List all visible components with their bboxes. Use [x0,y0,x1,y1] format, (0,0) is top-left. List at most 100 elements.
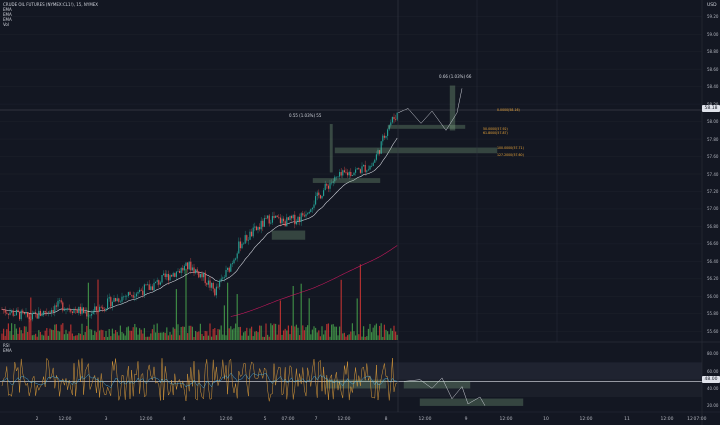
volume-bar-206 [331,324,333,340]
candle-body-231 [371,165,373,167]
candle-body-159 [255,226,257,230]
candle-body-245 [393,116,395,120]
candle-body-222 [356,168,358,170]
candle-body-55 [89,315,91,317]
volume-bar-218 [350,331,352,340]
candle-body-18 [30,319,32,320]
rsi-title[interactable]: RSI [3,343,10,348]
candle-body-11 [19,311,21,320]
volume-bar-121 [195,330,197,340]
volume-bar-234 [375,323,377,340]
volume-bar-24 [39,332,41,340]
candle-body-169 [271,216,273,223]
candle-body-228 [366,170,368,172]
candle-body-9 [15,309,17,315]
candle-body-14 [23,312,25,314]
volume-bar-23 [38,330,40,340]
candle-body-69 [111,301,113,307]
candle-body-187 [300,213,302,222]
volume-bar-214 [343,332,345,340]
volume-bar-200 [321,326,323,340]
chart-legend: CRUDE OIL FUTURES (NYMEX:CL1!), 15, NYME… [3,2,98,27]
candle-body-77 [124,296,126,297]
volume-bar-127 [204,330,206,340]
study-ema-1[interactable]: EMA [3,7,12,12]
volume-bar-133 [214,328,216,340]
candle-body-166 [267,215,269,219]
volume-bar-199 [319,336,321,340]
volume-bar-180 [289,334,291,340]
volume-bar-59 [95,332,97,340]
volume-bar-212 [340,279,342,340]
volume-bar-221 [355,335,357,340]
candle-body-191 [307,213,309,215]
zone-3 [334,147,498,154]
volume-bar-236 [379,325,381,340]
move-box-lower [329,123,333,173]
volume-bar-227 [364,336,366,340]
volume-bar-176 [283,330,285,340]
candle-body-193 [310,209,312,213]
volume-bar-159 [255,331,257,340]
rsi-projection [403,377,486,406]
volume-bar-195 [313,326,315,340]
volume-bar-74 [119,325,121,340]
volume-bar-68 [110,336,112,340]
time-tick-9: 12:00 [337,417,351,422]
candle-body-52 [84,311,86,313]
volume-bar-129 [207,335,209,340]
volume-bar-27 [44,330,46,340]
rsi-tick-2: 40.00 [707,385,719,391]
candle-body-150 [241,243,243,249]
volume-bar-142 [228,328,230,340]
candle-body-105 [169,275,171,281]
candle-body-89 [143,284,145,295]
volume-bar-245 [393,325,395,340]
candle-body-104 [167,273,169,281]
rsi-ema-title[interactable]: EMA [3,348,12,353]
study-ema-2[interactable]: EMA [3,12,12,17]
candle-body-243 [390,122,392,126]
rsi-tick-1: 60.00 [707,368,719,374]
candle-body-58 [94,306,96,311]
volume-bar-119 [191,326,193,340]
volume-bar-163 [262,336,264,340]
volume-bar-107 [172,327,174,340]
time-tick-18: 12 [687,417,693,422]
volume-bar-174 [279,300,281,340]
time-tick-0: 2 [35,417,39,422]
volume-bar-87 [140,329,142,340]
candle-body-206 [331,182,333,184]
study-volume[interactable]: Vol [3,22,9,27]
candle-body-127 [204,272,206,284]
price-tick-8: 57.60 [707,154,719,160]
volume-bar-183 [294,326,296,340]
candles [1,112,398,323]
volume-bar-117 [188,325,190,340]
volume-bar-58 [94,330,96,340]
volume-bar-193 [310,334,312,340]
study-ema-3[interactable]: EMA [3,17,12,22]
volume-bar-45 [73,336,75,340]
volume-bar-243 [390,328,392,340]
candle-body-234 [375,154,377,160]
candle-body-56 [91,313,93,316]
volume-bar-239 [383,324,385,340]
volume-bar-123 [198,331,200,340]
rsi-ema-path [1,372,398,389]
volume-bar-55 [89,329,91,340]
volume-bar-40 [65,329,67,340]
volume-bar-201 [323,334,325,340]
candle-body-7 [12,310,14,316]
candle-body-36 [59,300,61,301]
volume-bar-187 [300,283,302,340]
candle-body-219 [351,175,353,176]
volume-bar-71 [115,330,117,340]
volume-bar-143 [230,326,232,340]
volume-bar-29 [47,335,49,340]
candle-body-21 [35,312,37,314]
candle-body-185 [297,216,299,222]
rsi-path [1,357,398,402]
volume-bar-170 [273,323,275,340]
